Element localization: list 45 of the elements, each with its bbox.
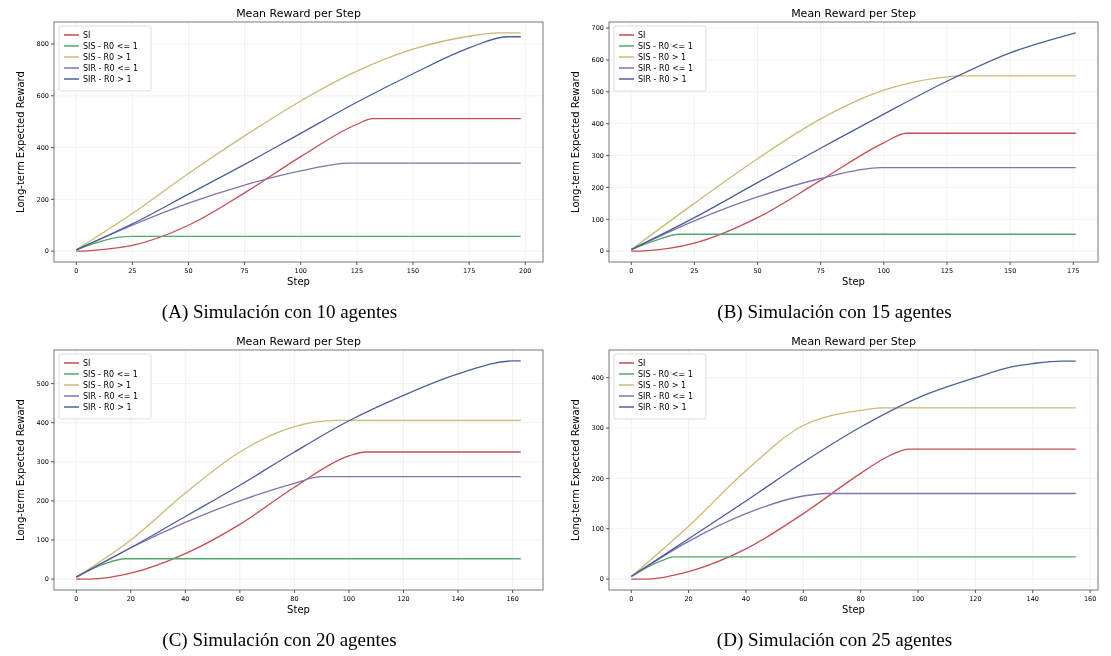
legend-label: SIS - R0 <= 1 — [638, 370, 693, 379]
x-axis-title: Step — [287, 604, 310, 615]
legend-label: SIR - R0 <= 1 — [638, 392, 694, 401]
legend-label: SIS - R0 <= 1 — [83, 42, 138, 51]
y-axis-title: Long-term Expected Reward — [570, 71, 581, 213]
text: (C) Simulación con 20 agentes — [162, 629, 397, 651]
text: (B) Simulación con 15 agentes — [717, 301, 952, 323]
y-axis-title: Long-term Expected Reward — [15, 399, 26, 541]
legend-label: SIS - R0 > 1 — [638, 381, 687, 390]
line-series — [630, 360, 1077, 578]
legend-label: SIS - R0 <= 1 — [83, 370, 138, 379]
legend-label: SIR - R0 <= 1 — [83, 64, 139, 73]
legend-label: SIR - R0 > 1 — [638, 75, 687, 84]
line-series — [75, 419, 522, 578]
chart-title: Mean Reward per Step — [791, 7, 916, 20]
legend-label: SIS - R0 > 1 — [83, 53, 132, 62]
text: (D) Simulación con 25 agentes — [716, 629, 953, 651]
line-series — [75, 117, 522, 252]
y-axis-title: Long-term Expected Reward — [15, 71, 26, 213]
legend-label: SIR - R0 > 1 — [638, 403, 687, 412]
legend-label: SI — [638, 31, 646, 40]
y-axis-title: Long-term Expected Reward — [570, 399, 581, 541]
line-series — [75, 360, 522, 578]
text: (A) Simulación con 10 agentes — [161, 301, 398, 323]
x-axis-title: Step — [842, 604, 865, 615]
chart-title: Mean Reward per Step — [236, 7, 361, 20]
legend-label: SIR - R0 <= 1 — [638, 64, 694, 73]
line-series — [630, 132, 1077, 252]
legend-label: SI — [83, 31, 91, 40]
legend-label: SI — [83, 359, 91, 368]
line-series — [630, 448, 1077, 580]
legend-label: SIS - R0 > 1 — [83, 381, 132, 390]
legend-label: SIR - R0 <= 1 — [83, 392, 139, 401]
legend-label: SIR - R0 > 1 — [83, 403, 132, 412]
line-series — [630, 32, 1077, 251]
chart-title: Mean Reward per Step — [236, 335, 361, 348]
legend-label: SI — [638, 359, 646, 368]
line-series — [630, 75, 1077, 251]
legend-label: SIR - R0 > 1 — [83, 75, 132, 84]
legend-label: SIS - R0 <= 1 — [638, 42, 693, 51]
x-axis-title: Step — [287, 276, 310, 287]
line-series — [75, 451, 522, 580]
x-axis-title: Step — [842, 276, 865, 287]
chart-title: Mean Reward per Step — [791, 335, 916, 348]
legend-label: SIS - R0 > 1 — [638, 53, 687, 62]
